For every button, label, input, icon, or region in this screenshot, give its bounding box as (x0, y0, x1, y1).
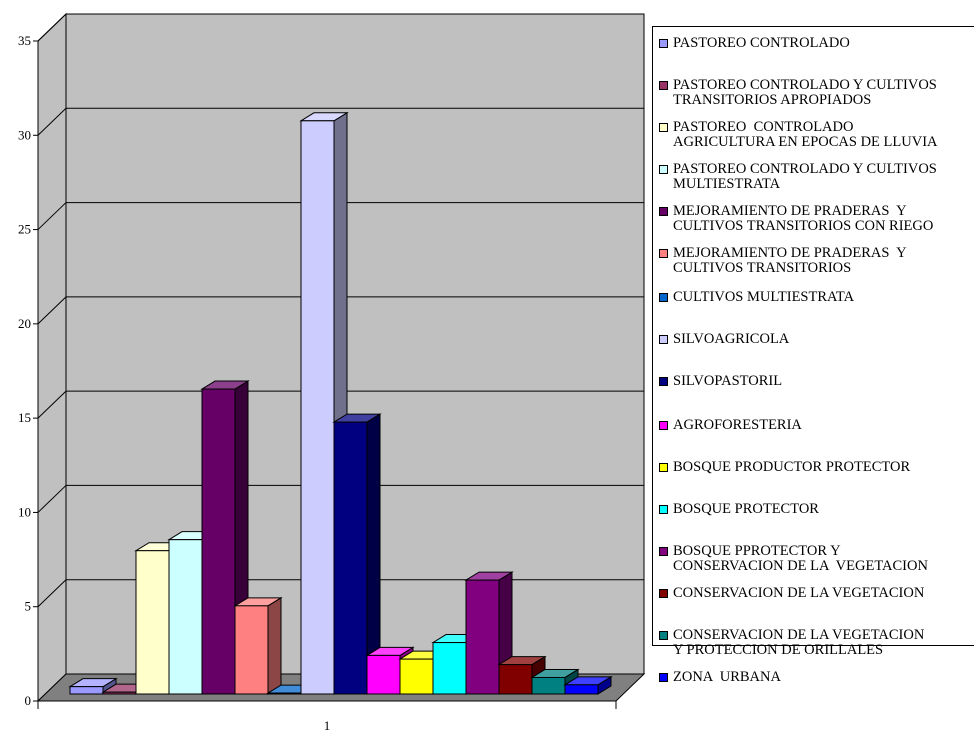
bar-front (201, 388, 236, 695)
legend-label: PASTOREO CONTROLADO (673, 35, 850, 51)
legend-swatch (659, 631, 668, 640)
legend-item: PASTOREO CONTROLADO (659, 36, 850, 51)
y-tick-label: 15 (18, 410, 31, 425)
legend-item: BOSQUE PROTECTOR (659, 502, 819, 517)
bar-front (102, 691, 137, 695)
legend-swatch (659, 421, 668, 430)
bar (332, 413, 382, 695)
legend-swatch (659, 293, 668, 302)
x-category-label: 1 (324, 718, 331, 733)
y-tick-label: 25 (18, 222, 31, 237)
legend-label: SILVOPASTORIL (673, 373, 783, 389)
legend-swatch (659, 123, 668, 132)
bar-front (366, 654, 401, 695)
bar-front (234, 605, 269, 695)
legend-swatch (659, 81, 668, 90)
legend-swatch (659, 589, 668, 598)
gridline-side (37, 390, 67, 419)
legend-item: SILVOAGRICOLA (659, 332, 789, 347)
bar (563, 675, 613, 695)
plot-side-wall (37, 12, 67, 703)
y-tick-label: 5 (25, 599, 32, 614)
legend-label: BOSQUE PRODUCTOR PROTECTOR (673, 459, 911, 475)
bar-front (300, 120, 335, 695)
legend-item: CONSERVACION DE LA VEGETACION (659, 586, 924, 601)
legend-item: BOSQUE PPROTECTOR Y CONSERVACION DE LA V… (659, 544, 928, 574)
legend-swatch (659, 377, 668, 386)
y-tick-label: 30 (18, 127, 31, 142)
legend-label: CULTIVOS MULTIESTRATA (673, 289, 855, 305)
legend-label: MEJORAMIENTO DE PRADERAS Y CULTIVOS TRAN… (673, 203, 934, 234)
legend-label: BOSQUE PPROTECTOR Y CONSERVACION DE LA V… (673, 543, 928, 574)
chart-legend: PASTOREO CONTROLADO PASTOREO CONTROLADO Y… (652, 26, 974, 685)
legend-swatch (659, 207, 668, 216)
legend-swatch (659, 547, 668, 556)
bar-front (498, 664, 533, 695)
bar (200, 380, 250, 695)
bar (233, 596, 283, 695)
gridline-side (37, 579, 67, 608)
y-tick-label: 0 (25, 693, 32, 708)
legend-label: SILVOAGRICOLA (673, 331, 790, 347)
legend-item: CONSERVACION DE LA VEGETACION Y PROTECCI… (659, 628, 924, 658)
legend-label: AGROFORESTERIA (673, 417, 802, 433)
y-tick-label: 35 (18, 33, 31, 48)
legend-swatch (659, 165, 668, 174)
gridline-side (37, 485, 67, 513)
legend-label: CONSERVACION DE LA VEGETACION Y PROTECCI… (673, 627, 925, 658)
bar-front (465, 579, 500, 695)
legend-swatch (659, 335, 668, 344)
bar-front (531, 676, 566, 695)
legend-label: PASTOREO CONTROLADO AGRICULTURA EN EPOCA… (673, 119, 938, 150)
gridline-side (37, 13, 67, 42)
bar-front (267, 692, 302, 695)
bar-front (399, 658, 434, 695)
legend-label: PASTOREO CONTROLADO Y CULTIVOS TRANSITOR… (673, 77, 937, 108)
legend-item: AGROFORESTERIA (659, 418, 802, 433)
gridline-side (37, 107, 67, 136)
legend-item: MEJORAMIENTO DE PRADERAS Y CULTIVOS TRAN… (659, 204, 933, 234)
legend-label: PASTOREO CONTROLADO Y CULTIVOS MULTIESTR… (673, 161, 937, 192)
legend-label: BOSQUE PROTECTOR (673, 501, 819, 517)
gridline-side (37, 296, 67, 325)
legend-label: CONSERVACION DE LA VEGETACION (673, 585, 925, 601)
legend-swatch (659, 39, 668, 48)
legend-swatch (659, 673, 668, 682)
legend-item: CULTIVOS MULTIESTRATA (659, 290, 854, 305)
bar-front (564, 684, 599, 695)
bar-front (168, 539, 203, 695)
y-tick-label: 10 (18, 504, 31, 519)
bar-front (69, 686, 104, 695)
bar-side (267, 596, 282, 695)
legend-swatch (659, 505, 668, 514)
legend-item: MEJORAMIENTO DE PRADERAS Y CULTIVOS TRAN… (659, 246, 907, 276)
bar-front (135, 550, 170, 695)
gridline-side (37, 202, 67, 230)
legend-item: BOSQUE PRODUCTOR PROTECTOR (659, 460, 910, 475)
legend-label: MEJORAMIENTO DE PRADERAS Y CULTIVOS TRAN… (673, 245, 907, 276)
legend-item: ZONA URBANA (659, 670, 781, 685)
legend-item: PASTOREO CONTROLADO Y CULTIVOS MULTIESTR… (659, 162, 937, 192)
bar-front (432, 642, 467, 695)
bar-front (333, 421, 368, 695)
legend-item: PASTOREO CONTROLADO AGRICULTURA EN EPOCA… (659, 120, 938, 150)
legend-swatch (659, 249, 668, 258)
legend-label: ZONA URBANA (673, 669, 781, 685)
y-tick-label: 20 (18, 316, 31, 331)
legend-item: SILVOPASTORIL (659, 374, 782, 389)
legend-item: PASTOREO CONTROLADO Y CULTIVOS TRANSITOR… (659, 78, 937, 108)
legend-swatch (659, 463, 668, 472)
